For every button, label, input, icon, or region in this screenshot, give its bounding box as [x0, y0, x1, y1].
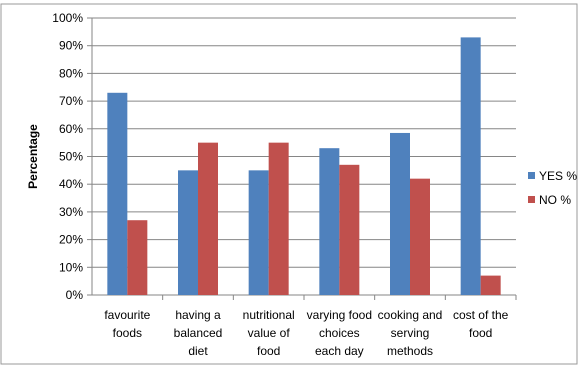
y-tick-label: 40%	[59, 177, 83, 191]
bar-yes	[178, 170, 198, 295]
x-tick-label: food	[257, 344, 280, 358]
bar-yes	[107, 92, 128, 295]
bar-no	[127, 220, 148, 295]
x-tick-label: foods	[113, 326, 142, 340]
x-tick-label: choices	[319, 326, 360, 340]
x-tick-label: serving	[391, 326, 430, 340]
y-tick-label: 80%	[59, 66, 83, 80]
axes	[87, 17, 517, 300]
y-tick-label: 50%	[59, 150, 83, 164]
gridlines	[92, 17, 516, 268]
y-tick-label: 30%	[59, 205, 83, 219]
y-tick-label: 10%	[59, 260, 83, 274]
x-tick-label: cooking and	[378, 308, 443, 322]
bar-no	[480, 275, 501, 295]
bar-no	[410, 178, 430, 295]
y-tick-label: 70%	[59, 94, 83, 108]
legend: YES % NO %	[528, 169, 577, 207]
labels: 0% 10% 20% 30% 40% 50% 60% 70% 80% 90% 100% favouri…	[52, 11, 508, 358]
x-tick-label: favourite	[104, 308, 150, 322]
bar-no	[268, 142, 289, 295]
x-tick-label: each day	[315, 344, 364, 358]
x-tick-label: having a	[175, 308, 221, 322]
y-axis-title: Percentage	[26, 124, 40, 189]
y-tick-label: 100%	[52, 11, 83, 25]
x-tick-label: nutritional	[243, 308, 295, 322]
legend-label: NO %	[539, 193, 571, 207]
bar-yes	[460, 37, 481, 295]
bar-no	[198, 142, 218, 295]
legend-swatch	[528, 172, 535, 179]
y-tick-label: 0%	[66, 288, 84, 302]
x-tick-label: food	[469, 326, 492, 340]
bar-no	[339, 164, 360, 295]
bars	[107, 37, 501, 295]
x-tick-label: methods	[387, 344, 433, 358]
y-tick-label: 60%	[59, 122, 83, 136]
legend-swatch	[528, 196, 535, 203]
x-tick-label: diet	[188, 344, 208, 358]
y-tick-label: 20%	[59, 233, 83, 247]
y-tick-label: 90%	[59, 39, 83, 53]
x-tick-label: balanced	[174, 326, 223, 340]
bar-yes	[319, 148, 340, 295]
bar-yes	[390, 132, 410, 295]
bar-yes	[248, 170, 269, 295]
legend-label: YES %	[539, 169, 577, 183]
x-tick-label: cost of the	[453, 308, 509, 322]
x-tick-label: value of	[248, 326, 291, 340]
x-tick-label: varying food	[307, 308, 372, 322]
